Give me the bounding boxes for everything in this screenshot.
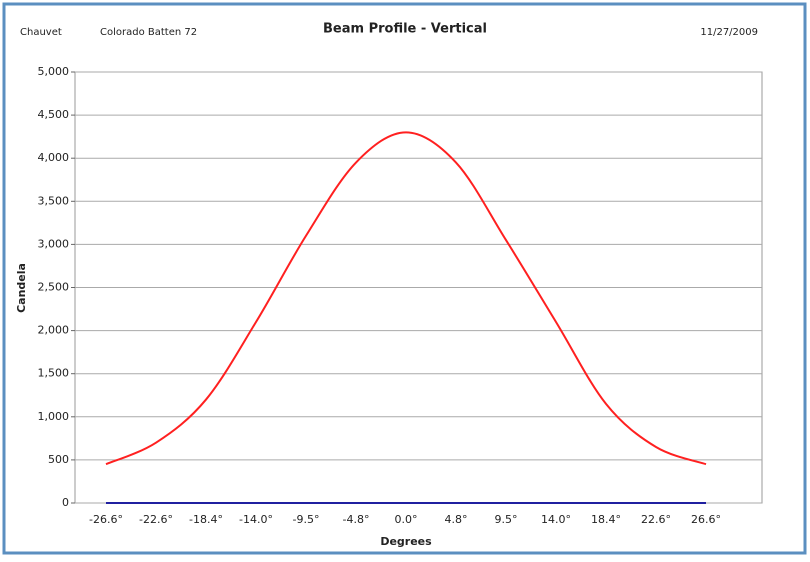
maker: Chauvet (20, 27, 62, 38)
x-axis-label: Degrees (380, 535, 432, 548)
y-tick-label: 0 (62, 496, 69, 509)
y-axis-label: Candela (15, 263, 28, 313)
series-line (105, 131, 707, 466)
x-tick-label: 26.6° (691, 513, 721, 526)
x-tick-label: 22.6° (641, 513, 671, 526)
x-tick-label: -22.6° (139, 513, 173, 526)
y-tick-label: 4,500 (38, 108, 70, 121)
y-tick-label: 2,500 (38, 281, 70, 294)
y-tick-label: 3,500 (38, 194, 70, 207)
x-tick-label: 14.0° (541, 513, 571, 526)
chart-title: Beam Profile - Vertical (323, 22, 487, 37)
x-tick-label: 18.4° (591, 513, 621, 526)
x-tick-label: -9.5° (293, 513, 320, 526)
x-tick-label: -18.4° (189, 513, 223, 526)
y-tick-label: 1,000 (38, 410, 70, 423)
y-tick-label: 1,500 (38, 367, 70, 380)
y-tick-label: 4,000 (38, 151, 70, 164)
x-tick-label: -4.8° (343, 513, 370, 526)
y-tick-label: 5,000 (38, 65, 70, 78)
y-tick-label: 500 (48, 453, 69, 466)
x-tick-label: 0.0° (395, 513, 418, 526)
x-tick-label: -26.6° (89, 513, 123, 526)
y-tick-label: 3,000 (38, 237, 70, 250)
model: Colorado Batten 72 (100, 27, 197, 38)
x-tick-label: 9.5° (495, 513, 518, 526)
frame (2, 2, 807, 555)
date: 11/27/2009 (700, 27, 758, 38)
y-tick-label: 2,000 (38, 324, 70, 337)
x-tick-label: 4.8° (445, 513, 468, 526)
x-tick-label: -14.0° (239, 513, 273, 526)
